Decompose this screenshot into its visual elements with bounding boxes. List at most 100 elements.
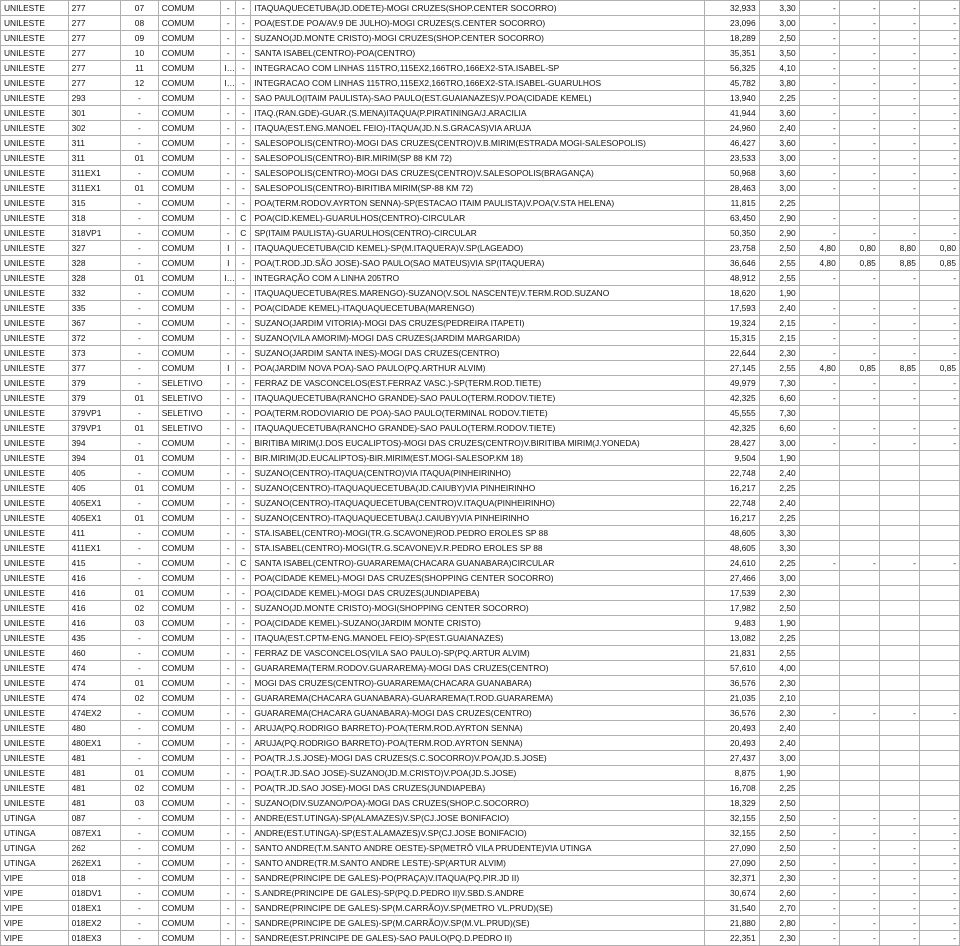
- cell: 2,30: [759, 706, 799, 721]
- cell: 20,493: [704, 721, 759, 736]
- table-row: UNILESTE411-COMUM--STA.ISABEL(CENTRO)-MO…: [1, 526, 960, 541]
- cell: -: [919, 391, 959, 406]
- cell: 03: [121, 796, 159, 811]
- cell: [919, 541, 959, 556]
- cell: [839, 406, 879, 421]
- cell: [919, 646, 959, 661]
- cell: UNILESTE: [1, 661, 69, 676]
- cell: 2,55: [759, 256, 799, 271]
- cell: 8,875: [704, 766, 759, 781]
- cell: [879, 781, 919, 796]
- cell: SANTO ANDRE(T.M.SANTO ANDRE OESTE)-SP(ME…: [251, 841, 704, 856]
- cell: [919, 796, 959, 811]
- cell: -: [799, 391, 839, 406]
- cell: 328: [68, 256, 121, 271]
- cell: 48,605: [704, 541, 759, 556]
- cell: UNILESTE: [1, 241, 69, 256]
- cell: [839, 541, 879, 556]
- cell: 48,605: [704, 526, 759, 541]
- cell: UTINGA: [1, 826, 69, 841]
- cell: 311EX1: [68, 181, 121, 196]
- cell: 27,090: [704, 856, 759, 871]
- cell: SELETIVO: [158, 421, 221, 436]
- cell: -: [839, 931, 879, 946]
- cell: [839, 796, 879, 811]
- table-row: VIPE018EX3-COMUM--SANDRE(EST.PRINCIPE DE…: [1, 931, 960, 946]
- cell: -: [799, 121, 839, 136]
- cell: 4,80: [799, 361, 839, 376]
- cell: 3,00: [759, 181, 799, 196]
- cell: -: [879, 301, 919, 316]
- cell: UNILESTE: [1, 136, 69, 151]
- cell: -: [879, 346, 919, 361]
- cell: COMUM: [158, 16, 221, 31]
- cell: 2,50: [759, 856, 799, 871]
- cell: COMUM: [158, 211, 221, 226]
- cell: COMUM: [158, 841, 221, 856]
- cell: 02: [121, 781, 159, 796]
- cell: 481: [68, 766, 121, 781]
- table-row: UNILESTE47402COMUM--GUARAREMA(CHACARA GU…: [1, 691, 960, 706]
- cell: 10: [121, 46, 159, 61]
- cell: -: [121, 751, 159, 766]
- cell: -: [221, 136, 236, 151]
- table-row: UNILESTE318-COMUM-CPOA(CID.KEMEL)-GUARUL…: [1, 211, 960, 226]
- cell: 21,880: [704, 916, 759, 931]
- cell: -: [221, 16, 236, 31]
- cell: 405EX1: [68, 496, 121, 511]
- cell: [919, 616, 959, 631]
- cell: -: [839, 916, 879, 931]
- cell: UNILESTE: [1, 466, 69, 481]
- cell: -: [236, 76, 251, 91]
- cell: -: [221, 721, 236, 736]
- cell: -: [121, 571, 159, 586]
- cell: -: [839, 301, 879, 316]
- cell: 22,644: [704, 346, 759, 361]
- cell: -: [221, 586, 236, 601]
- cell: FERRAZ DE VASCONCELOS(EST.FERRAZ VASC.)-…: [251, 376, 704, 391]
- cell: [919, 526, 959, 541]
- cell: -: [221, 331, 236, 346]
- cell: COMUM: [158, 751, 221, 766]
- cell: COMUM: [158, 316, 221, 331]
- cell: -: [221, 616, 236, 631]
- cell: -: [236, 766, 251, 781]
- cell: ITAQUAQUECETUBA(RANCHO GRANDE)-SAO PAULO…: [251, 391, 704, 406]
- cell: -: [919, 46, 959, 61]
- cell: -: [879, 901, 919, 916]
- cell: 2,30: [759, 931, 799, 946]
- cell: COMUM: [158, 736, 221, 751]
- cell: -: [879, 706, 919, 721]
- table-row: UNILESTE48101COMUM--POA(T.R.JD.SAO JOSE)…: [1, 766, 960, 781]
- cell: -: [221, 931, 236, 946]
- cell: -: [236, 466, 251, 481]
- cell: COMUM: [158, 781, 221, 796]
- cell: -: [236, 706, 251, 721]
- cell: -: [236, 376, 251, 391]
- table-row: UNILESTE405EX1-COMUM--SUZANO(CENTRO)-ITA…: [1, 496, 960, 511]
- cell: 2,15: [759, 316, 799, 331]
- cell: 09: [121, 31, 159, 46]
- cell: [799, 616, 839, 631]
- cell: -: [919, 826, 959, 841]
- cell: 277: [68, 76, 121, 91]
- cell: [799, 766, 839, 781]
- cell: 0,80: [919, 241, 959, 256]
- cell: UNILESTE: [1, 211, 69, 226]
- cell: COMUM: [158, 631, 221, 646]
- cell: -: [236, 181, 251, 196]
- cell: 07: [121, 1, 159, 16]
- table-row: VIPE018EX1-COMUM--SANDRE(PRINCIPE DE GAL…: [1, 901, 960, 916]
- cell: 4,80: [799, 256, 839, 271]
- cell: UNILESTE: [1, 781, 69, 796]
- cell: -: [839, 391, 879, 406]
- cell: 2,25: [759, 91, 799, 106]
- cell: COMUM: [158, 166, 221, 181]
- cell: 293: [68, 91, 121, 106]
- cell: 0,85: [839, 256, 879, 271]
- cell: [799, 526, 839, 541]
- cell: [919, 496, 959, 511]
- cell: ITAQUA(EST.CPTM-ENG.MANOEL FEIO)-SP(EST.…: [251, 631, 704, 646]
- cell: -: [879, 811, 919, 826]
- cell: -: [879, 376, 919, 391]
